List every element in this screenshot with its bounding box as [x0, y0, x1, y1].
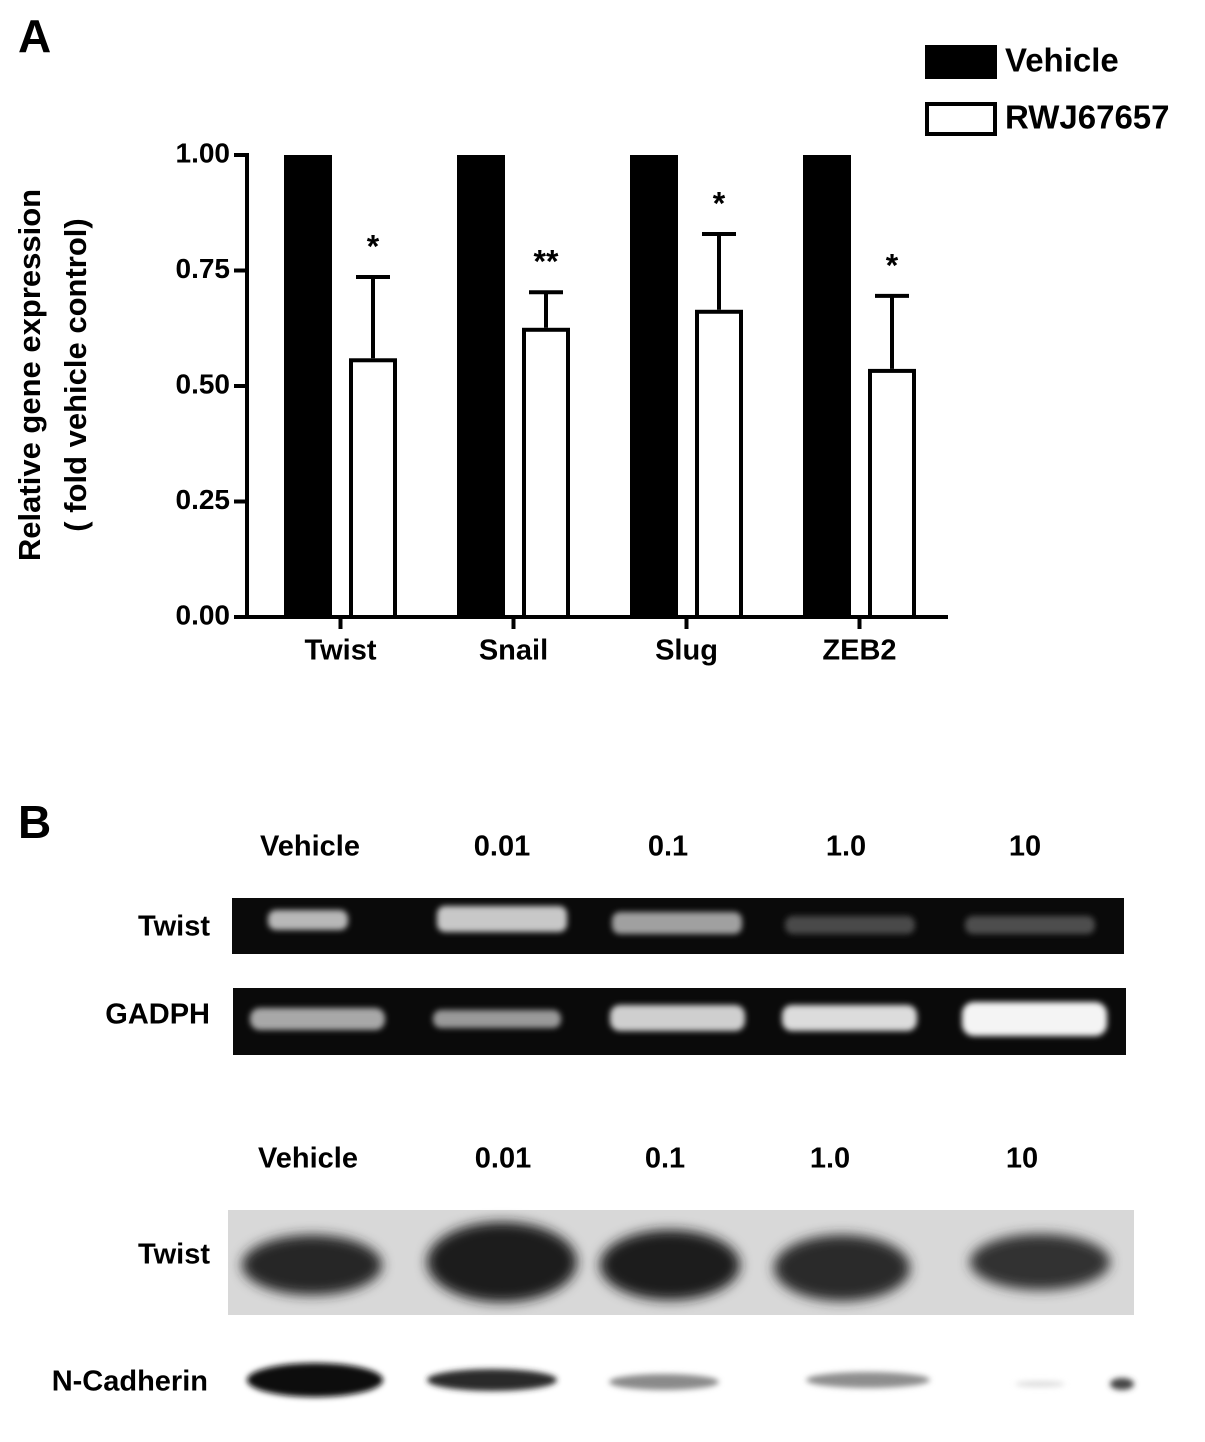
bar — [284, 155, 332, 617]
significance-label: * — [886, 247, 899, 283]
y-tick-label: 0.25 — [176, 484, 231, 515]
row-label: GADPH — [105, 999, 210, 1031]
x-tick-label: ZEB2 — [822, 635, 896, 667]
lane-label: 10 — [1006, 1143, 1038, 1175]
lane-label: Vehicle — [258, 1143, 358, 1175]
x-tick-label: Slug — [655, 635, 718, 667]
row-label: N-Cadherin — [52, 1366, 208, 1398]
panel-label: B — [18, 796, 51, 848]
panel-label: A — [18, 10, 51, 62]
significance-label: * — [713, 185, 726, 221]
bar — [457, 155, 505, 617]
lane-label: 10 — [1009, 831, 1041, 863]
lane-label: 0.1 — [648, 831, 688, 863]
rt-pcr-lane-labels: Vehicle 0.01 0.1 1.0 10 — [260, 831, 1041, 863]
y-tick-label: 1.00 — [176, 137, 231, 168]
bar — [868, 368, 916, 619]
bar — [803, 155, 851, 617]
significance-label: ** — [534, 244, 559, 280]
legend-swatch — [925, 45, 997, 79]
legend-label: Vehicle — [1005, 42, 1119, 79]
lane-label: 0.1 — [645, 1143, 685, 1175]
lane-label: 1.0 — [826, 831, 866, 863]
bar — [522, 327, 570, 619]
lane-label: 0.01 — [475, 1143, 531, 1175]
bar — [695, 309, 743, 619]
significance-label: * — [367, 228, 380, 264]
y-tick-label: 0.50 — [176, 368, 231, 399]
lane-label: Vehicle — [260, 831, 360, 863]
gel-image — [232, 898, 1126, 1055]
row-label: Twist — [138, 1239, 210, 1271]
western-lane-labels: Vehicle 0.01 0.1 1.0 10 — [258, 1143, 1038, 1175]
bar — [349, 358, 397, 619]
bar — [630, 155, 678, 617]
row-label: Twist — [138, 911, 210, 943]
legend-swatch — [925, 102, 997, 136]
legend-label: RWJ67657 — [1005, 99, 1170, 136]
lane-label: 0.01 — [474, 831, 530, 863]
x-tick-label: Twist — [305, 635, 377, 667]
y-axis-label: ( fold vehicle control) — [58, 218, 93, 531]
x-tick-label: Snail — [479, 635, 548, 667]
y-tick-label: 0.00 — [176, 599, 231, 630]
y-tick-label: 0.75 — [176, 253, 231, 284]
blot-image — [228, 1210, 1134, 1397]
lane-label: 1.0 — [810, 1143, 850, 1175]
y-axis-label: Relative gene expression — [12, 189, 47, 561]
